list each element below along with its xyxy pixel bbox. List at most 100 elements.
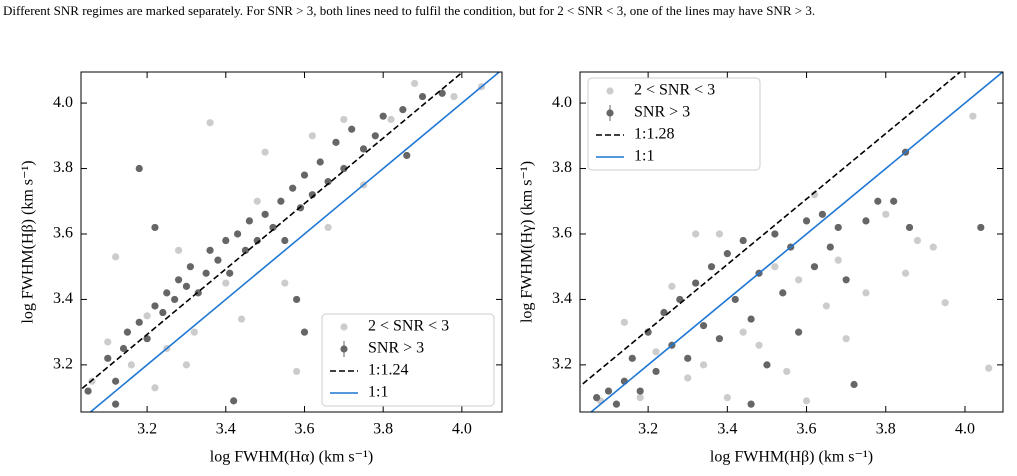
point bbox=[308, 132, 316, 140]
point bbox=[324, 223, 332, 232]
legend-marker bbox=[606, 109, 614, 117]
point bbox=[822, 302, 830, 310]
point bbox=[628, 354, 636, 362]
point bbox=[359, 145, 368, 153]
point bbox=[834, 256, 842, 264]
point bbox=[340, 164, 348, 173]
point bbox=[202, 269, 210, 277]
point bbox=[222, 236, 230, 245]
plot-area bbox=[81, 72, 501, 412]
point bbox=[842, 276, 850, 284]
point bbox=[190, 328, 198, 336]
point bbox=[135, 318, 143, 326]
legend-label: SNR > 3 bbox=[634, 104, 690, 121]
x-tick-label: 3.6 bbox=[797, 421, 817, 438]
point bbox=[182, 282, 191, 290]
x-tick-label: 4.0 bbox=[452, 421, 472, 438]
point bbox=[652, 367, 660, 376]
point bbox=[882, 210, 890, 218]
legend-label: 1:1.28 bbox=[634, 126, 674, 143]
point bbox=[104, 354, 112, 362]
point bbox=[715, 230, 724, 238]
point bbox=[739, 236, 747, 245]
point bbox=[163, 289, 171, 297]
legend-box bbox=[587, 77, 761, 171]
point bbox=[269, 223, 277, 232]
point bbox=[226, 269, 234, 277]
point bbox=[818, 210, 826, 218]
point bbox=[747, 315, 755, 323]
point bbox=[348, 125, 356, 133]
point bbox=[418, 92, 427, 101]
point bbox=[214, 256, 222, 264]
point bbox=[186, 263, 194, 271]
point bbox=[763, 361, 771, 369]
point bbox=[123, 328, 132, 336]
point bbox=[636, 394, 644, 402]
plot-area bbox=[580, 72, 1003, 412]
point bbox=[755, 341, 763, 349]
point bbox=[969, 112, 977, 120]
point bbox=[293, 295, 301, 304]
point bbox=[371, 132, 379, 140]
y-tick-label: 3.8 bbox=[53, 159, 73, 176]
x-axis-label: log FWHM(Hα) (km s⁻¹) bbox=[210, 449, 373, 466]
legend-marker bbox=[606, 87, 614, 95]
point bbox=[802, 217, 811, 225]
legend-marker bbox=[340, 345, 348, 353]
y-tick-label: 3.4 bbox=[552, 290, 572, 307]
point bbox=[340, 115, 348, 124]
point bbox=[222, 279, 230, 287]
y-tick-label: 4.0 bbox=[53, 94, 73, 111]
point bbox=[403, 151, 411, 160]
point bbox=[206, 119, 214, 127]
point bbox=[151, 223, 159, 232]
point bbox=[795, 328, 803, 336]
point bbox=[237, 315, 246, 323]
point bbox=[127, 361, 135, 369]
point bbox=[862, 289, 870, 297]
legend-label: SNR > 3 bbox=[368, 340, 424, 357]
point bbox=[802, 397, 811, 405]
y-tick-label: 3.2 bbox=[552, 356, 572, 373]
y-axis-label: log FWHM(Hγ) (km s⁻¹) bbox=[519, 161, 536, 323]
legend-marker bbox=[340, 323, 348, 331]
point bbox=[119, 344, 128, 353]
point bbox=[977, 223, 985, 232]
point bbox=[379, 112, 387, 120]
point bbox=[723, 394, 731, 402]
point bbox=[699, 361, 708, 369]
point bbox=[174, 246, 183, 254]
legend-label: 1:1 bbox=[368, 384, 388, 401]
ratio-line bbox=[89, 72, 501, 412]
point bbox=[300, 328, 309, 336]
point bbox=[135, 164, 143, 173]
point bbox=[747, 400, 755, 408]
axes-frame bbox=[80, 71, 503, 413]
x-tick-label: 3.8 bbox=[373, 421, 393, 438]
point bbox=[182, 361, 191, 369]
x-axis-label: log FWHM(Hβ) (km s⁻¹) bbox=[710, 449, 873, 466]
point bbox=[842, 335, 850, 343]
point bbox=[612, 400, 621, 408]
point bbox=[112, 253, 120, 261]
point bbox=[261, 210, 269, 218]
point bbox=[985, 364, 993, 372]
point bbox=[771, 263, 779, 271]
point bbox=[739, 328, 747, 336]
point bbox=[862, 217, 870, 225]
y-tick-label: 3.6 bbox=[552, 225, 572, 242]
point bbox=[253, 197, 261, 205]
point bbox=[387, 115, 395, 124]
axes-frame bbox=[579, 71, 1004, 413]
ratio-line bbox=[589, 72, 1003, 412]
point bbox=[261, 148, 269, 156]
point bbox=[826, 243, 834, 251]
caption: Different SNR regimes are marked separat… bbox=[3, 3, 815, 18]
point bbox=[699, 322, 708, 330]
legend-box bbox=[321, 313, 495, 407]
legend-label: 2 < SNR < 3 bbox=[634, 82, 715, 99]
y-tick-label: 3.8 bbox=[552, 159, 572, 176]
point bbox=[230, 397, 238, 405]
point bbox=[438, 89, 446, 97]
